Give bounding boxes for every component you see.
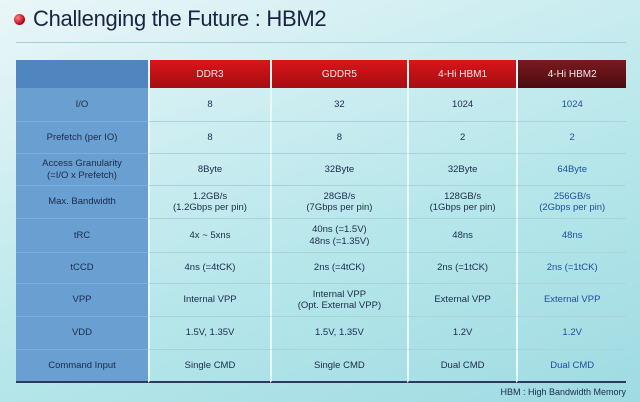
header-row: DDR3 GDDR5 4-Hi HBM1 4-Hi HBM2 xyxy=(16,60,626,88)
table-row: VDD 1.5V, 1.35V 1.5V, 1.35V 1.2V 1.2V xyxy=(16,317,626,350)
title-divider xyxy=(16,42,626,43)
table-cell: 1024 xyxy=(516,88,626,122)
table-cell: 8Byte xyxy=(148,154,270,186)
table-cell: 8 xyxy=(269,122,407,154)
table-cell: 64Byte xyxy=(516,154,626,186)
row-label: Max. Bandwidth xyxy=(16,186,148,219)
title-text: Challenging the Future : HBM2 xyxy=(33,6,327,31)
row-label: Access Granularity (=I/O x Prefetch) xyxy=(16,154,148,186)
row-label: Command Input xyxy=(16,350,148,383)
row-label: I/O xyxy=(16,88,148,122)
table-cell: External VPP xyxy=(406,284,517,317)
table-cell: 2ns (=1tCK) xyxy=(516,253,626,284)
table-cell: Single CMD xyxy=(148,350,270,383)
table-row: tCCD 4ns (=4tCK) 2ns (=4tCK) 2ns (=1tCK) 2ns… xyxy=(16,253,626,284)
table-cell: 32 xyxy=(269,88,407,122)
table-cell: Internal VPP xyxy=(148,284,270,317)
table-row: tRC 4x ~ 5xns 40ns (=1.5V) 48ns (=1.35V) 48n… xyxy=(16,219,626,253)
table-cell: 32Byte xyxy=(406,154,517,186)
row-label: tRC xyxy=(16,219,148,253)
header-hbm1: 4-Hi HBM1 xyxy=(406,60,517,88)
footnote: HBM : High Bandwidth Memory xyxy=(500,387,626,397)
table-cell: 2ns (=4tCK) xyxy=(269,253,407,284)
table-cell: 1.2V xyxy=(406,317,517,350)
table-cell: 48ns xyxy=(406,219,517,253)
header-ddr3: DDR3 xyxy=(148,60,270,88)
table-cell: External VPP xyxy=(516,284,626,317)
table-row: Prefetch (per IO) 8 8 2 2 xyxy=(16,122,626,154)
table-cell: Internal VPP (Opt. External VPP) xyxy=(269,284,407,317)
table-cell: 4ns (=4tCK) xyxy=(148,253,270,284)
table-cell: 1.2GB/s (1.2Gbps per pin) xyxy=(148,186,270,219)
table-cell: 2ns (=1tCK) xyxy=(406,253,517,284)
table-cell: 32Byte xyxy=(269,154,407,186)
table-cell: Dual CMD xyxy=(516,350,626,383)
table-row: I/O 8 32 1024 1024 xyxy=(16,88,626,122)
comparison-table: DDR3 GDDR5 4-Hi HBM1 4-Hi HBM2 I/O 8 32 102… xyxy=(16,60,626,383)
table-row: Command Input Single CMD Single CMD Dual CM… xyxy=(16,350,626,383)
header-hbm2: 4-Hi HBM2 xyxy=(516,60,626,88)
table-cell: 128GB/s (1Gbps per pin) xyxy=(406,186,517,219)
table-cell: Dual CMD xyxy=(406,350,517,383)
table-cell: 4x ~ 5xns xyxy=(148,219,270,253)
table-cell: Single CMD xyxy=(269,350,407,383)
table-cell: 28GB/s (7Gbps per pin) xyxy=(269,186,407,219)
slide-title: Challenging the Future : HBM2 xyxy=(14,6,327,32)
table-cell: 256GB/s (2Gbps per pin) xyxy=(516,186,626,219)
table-cell: 1.2V xyxy=(516,317,626,350)
header-corner xyxy=(16,60,148,88)
table-cell: 8 xyxy=(148,88,270,122)
table-cell: 48ns xyxy=(516,219,626,253)
table-cell: 2 xyxy=(516,122,626,154)
table-cell: 1024 xyxy=(406,88,517,122)
table-cell: 1.5V, 1.35V xyxy=(148,317,270,350)
header-gddr5: GDDR5 xyxy=(269,60,407,88)
table-cell: 2 xyxy=(406,122,517,154)
table-cell: 8 xyxy=(148,122,270,154)
table-row: VPP Internal VPP Internal VPP (Opt. Externa… xyxy=(16,284,626,317)
row-label: Prefetch (per IO) xyxy=(16,122,148,154)
row-label: tCCD xyxy=(16,253,148,284)
bullet-icon xyxy=(14,13,25,25)
table-row: Access Granularity (=I/O x Prefetch) 8Byte… xyxy=(16,154,626,186)
row-label: VPP xyxy=(16,284,148,317)
table-cell: 40ns (=1.5V) 48ns (=1.35V) xyxy=(269,219,407,253)
row-label: VDD xyxy=(16,317,148,350)
table-row: Max. Bandwidth 1.2GB/s (1.2Gbps per pin) 28… xyxy=(16,186,626,219)
table-cell: 1.5V, 1.35V xyxy=(269,317,407,350)
